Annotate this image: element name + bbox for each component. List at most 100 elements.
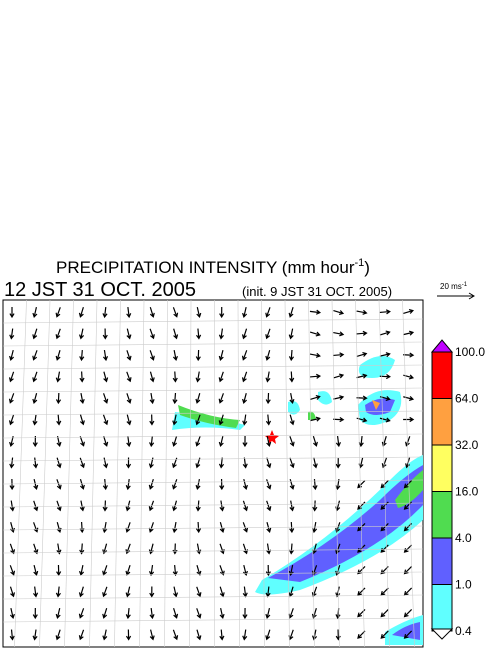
colorbar-label: 32.0 — [455, 438, 479, 452]
graticule — [308, 299, 315, 648]
wind-arrow — [356, 309, 368, 315]
scale-text: 20 ms — [440, 282, 462, 291]
wind-arrow — [219, 306, 225, 319]
wind-arrow — [265, 629, 271, 641]
wind-arrow — [242, 306, 248, 319]
graticule — [402, 299, 415, 648]
wind-arrow — [55, 629, 61, 641]
wind-arrow — [289, 436, 295, 447]
wind-arrow — [405, 436, 411, 447]
wind-arrow — [196, 565, 202, 576]
wind-arrow — [55, 607, 61, 620]
wind-arrow — [380, 523, 389, 532]
wind-arrow — [242, 414, 248, 426]
wind-arrow — [148, 522, 154, 533]
wind-arrow — [149, 414, 155, 426]
graticule — [64, 299, 74, 648]
wind-arrow — [102, 500, 108, 512]
graticule — [2, 525, 424, 531]
wind-arrow — [289, 457, 295, 469]
wind-arrow — [149, 435, 155, 448]
wind-arrow — [289, 414, 295, 426]
wind-arrow — [9, 629, 15, 641]
wind-arrow — [78, 608, 85, 619]
colorbar-segment — [431, 398, 453, 446]
wind-arrow — [32, 393, 38, 404]
wind-arrow — [32, 457, 39, 469]
wind-arrow — [195, 436, 201, 447]
wind-arrow — [56, 414, 62, 426]
wind-arrow — [218, 435, 224, 447]
wind-arrow — [333, 373, 345, 379]
wind-arrow — [172, 521, 178, 534]
map-frame — [2, 299, 424, 648]
wind-arrow — [242, 629, 248, 641]
wind-arrow — [8, 414, 15, 426]
wind-arrow — [403, 630, 413, 639]
wind-arrow — [288, 328, 294, 340]
wind-arrow — [265, 392, 271, 405]
wind-arrow — [172, 307, 179, 318]
wind-arrow — [32, 371, 38, 383]
wind-arrow — [56, 479, 62, 490]
wind-arrow — [56, 500, 62, 512]
wind-arrow — [289, 500, 295, 512]
wind-arrow — [102, 306, 108, 319]
wind-arrow — [241, 350, 248, 361]
wind-arrow — [172, 436, 178, 447]
wind-arrow — [403, 352, 415, 358]
wind-arrow — [79, 457, 85, 469]
colorbar-label: 16.0 — [455, 485, 479, 499]
wind-arrow — [356, 373, 368, 379]
wind-arrow — [218, 414, 224, 426]
wind-arrow — [265, 350, 271, 361]
colorbar: 100.0 64.0 32.0 16.0 4.0 1.0 0.4 — [430, 339, 485, 640]
wind-arrow — [102, 328, 108, 340]
wind-arrow — [309, 331, 321, 337]
graticule — [89, 299, 98, 648]
scale-arrow — [437, 292, 475, 300]
wind-arrow — [289, 479, 295, 490]
wind-arrow — [309, 394, 321, 400]
colorbar-label: 1.0 — [455, 578, 472, 592]
wind-arrow — [55, 371, 61, 383]
wind-arrow — [33, 543, 39, 555]
graticule — [139, 299, 145, 648]
wind-arrow — [102, 608, 108, 619]
wind-arrow — [78, 307, 84, 318]
location-star — [265, 430, 279, 444]
wind-arrow — [173, 608, 179, 619]
wind-arrow — [242, 479, 248, 490]
graticule — [2, 571, 424, 577]
wind-arrow — [333, 352, 345, 358]
wind-arrow — [102, 478, 108, 491]
wind-arrow — [102, 543, 108, 555]
wind-arrow — [33, 500, 39, 512]
graticule — [2, 318, 424, 324]
wind-arrow — [309, 416, 321, 422]
wind-arrow — [32, 350, 38, 361]
wind-arrow — [172, 392, 178, 405]
wind-arrow — [78, 586, 84, 598]
wind-arrow — [126, 350, 132, 361]
wind-arrow — [102, 349, 109, 362]
wind-arrow — [309, 352, 321, 358]
wind-arrow — [266, 522, 272, 533]
wind-arrow — [266, 479, 272, 490]
graticule — [355, 299, 365, 648]
wind-arrow — [126, 414, 132, 426]
colorbar-label: 64.0 — [455, 392, 479, 406]
wind-arrow — [149, 328, 155, 340]
wind-arrow — [125, 457, 132, 469]
wind-arrow — [79, 500, 85, 512]
wind-arrow — [102, 586, 108, 598]
wind-arrow — [335, 457, 341, 469]
wind-arrow — [149, 350, 155, 361]
wind-arrow — [125, 500, 131, 512]
wind-arrow — [288, 543, 295, 555]
wind-arrow — [195, 393, 201, 404]
wind-arrow — [9, 350, 15, 361]
wind-arrow — [380, 609, 389, 618]
wind-arrow — [288, 307, 294, 318]
graticule — [237, 299, 240, 648]
